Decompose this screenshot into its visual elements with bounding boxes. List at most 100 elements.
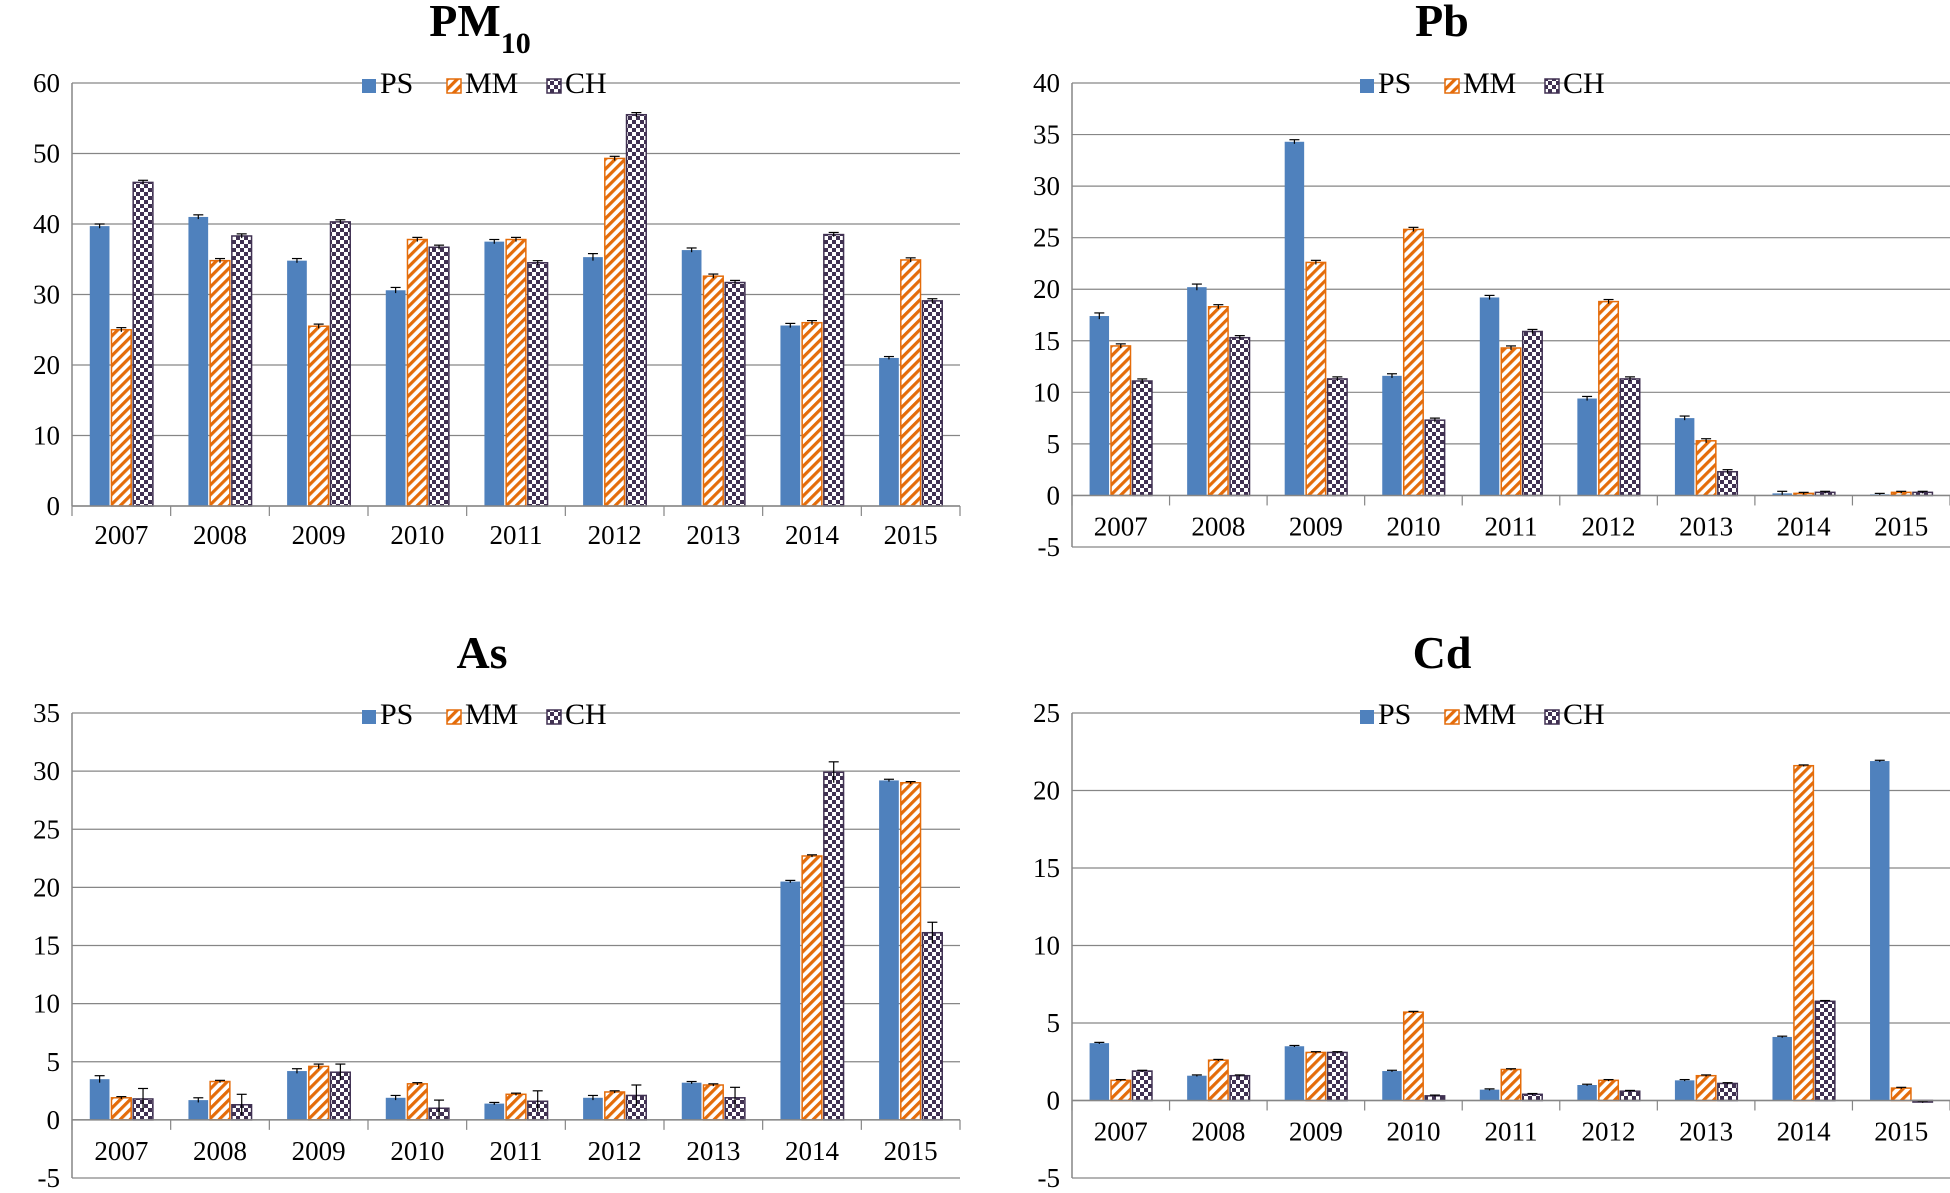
x-tick-label: 2007: [94, 520, 148, 550]
x-tick-label: 2009: [292, 1136, 346, 1166]
bar-mm-2013: [702, 275, 724, 507]
y-tick-label: 10: [33, 989, 60, 1019]
x-tick-label: 2015: [1874, 1117, 1928, 1147]
bar-mm-2007: [110, 329, 132, 507]
y-tick-label: 20: [1033, 274, 1060, 304]
y-tick-label: 0: [1047, 1086, 1061, 1116]
x-tick-label: 2014: [1777, 1117, 1832, 1147]
y-tick-label: -5: [38, 1163, 61, 1193]
bar-ps-2013: [681, 250, 702, 506]
y-tick-label: 20: [33, 350, 60, 380]
bar-ch-2011: [1521, 330, 1543, 497]
y-tick-label: 20: [1033, 776, 1060, 806]
bar-ch-2008: [1229, 336, 1251, 497]
bar-mm-2012: [1598, 300, 1620, 497]
y-tick-label: 50: [33, 139, 60, 169]
y-tick-label: 25: [1033, 223, 1060, 253]
bar-mm-2011: [1500, 1068, 1522, 1102]
y-tick-label: 25: [1033, 698, 1060, 728]
bar-ps-2010: [1382, 375, 1402, 496]
bar-mm-2011: [505, 238, 527, 507]
x-tick-label: 2011: [490, 1136, 543, 1166]
bar-ch-2007: [132, 181, 154, 507]
bar-mm-2010: [406, 238, 428, 507]
bar-mm-2008: [1207, 1059, 1229, 1102]
legend-swatch-ch: [546, 78, 562, 94]
bar-ps-2013: [681, 1082, 702, 1120]
chart-title: Pb: [1415, 0, 1469, 46]
bar-ch-2009: [1326, 1051, 1348, 1102]
bar-ch-2015: [921, 931, 943, 1121]
x-tick-label: 2012: [588, 520, 642, 550]
bar-ps-2007: [1089, 1043, 1110, 1101]
chart-legend: PS MM CH: [362, 698, 607, 731]
legend-label-ps: PS: [380, 67, 413, 100]
bar-ps-2012: [1577, 1085, 1597, 1101]
legend-label-ch: CH: [1563, 698, 1605, 731]
legend-label-ps: PS: [1378, 67, 1411, 100]
legend-swatch-ps: [362, 710, 376, 724]
x-tick-label: 2007: [1094, 1117, 1148, 1147]
legend-swatch-ch: [546, 709, 562, 725]
bar-ps-2014: [780, 325, 801, 506]
x-tick-label: 2012: [1582, 1117, 1636, 1147]
legend-swatch-mm: [1444, 78, 1460, 94]
plot-area: -5 0 5 10 15 20 25 2007 2008 2009 2010 2011 2012 2013…: [1033, 698, 1950, 1193]
bar-ch-2014: [1814, 1000, 1836, 1102]
bar-ch-2010: [428, 246, 450, 507]
y-tick-label: 40: [1033, 68, 1060, 98]
chart-title: Cd: [1413, 627, 1472, 678]
y-tick-label: 0: [47, 491, 61, 521]
bar-mm-2015: [1890, 1087, 1912, 1102]
legend-label-mm: MM: [1463, 67, 1516, 100]
bar-ps-2014: [780, 881, 801, 1120]
bar-mm-2010: [1402, 1011, 1424, 1102]
bar-ch-2013: [1717, 470, 1739, 497]
bar-mm-2012: [604, 157, 626, 507]
y-tick-label: -5: [1038, 532, 1061, 562]
bar-ch-2012: [625, 113, 647, 507]
bar-mm-2008: [1207, 306, 1229, 497]
bar-ch-2007: [1131, 380, 1153, 497]
legend-label-ch: CH: [1563, 67, 1605, 100]
bar-mm-2014: [801, 855, 823, 1121]
x-tick-label: 2011: [490, 520, 543, 550]
bar-ch-2014: [823, 233, 845, 507]
x-tick-label: 2015: [884, 1136, 938, 1166]
bar-ps-2008: [1187, 1075, 1207, 1101]
x-tick-label: 2008: [1191, 511, 1245, 541]
x-tick-label: 2013: [686, 520, 740, 550]
x-tick-label: 2008: [193, 520, 247, 550]
bar-ps-2008: [188, 216, 209, 506]
chart-title-main: PM: [429, 0, 501, 46]
y-tick-label: -5: [1038, 1163, 1061, 1193]
bar-ps-2010: [385, 1097, 406, 1120]
chart-panel-as: As -5 0 5 10 15 20 25 30 35 2007 2008 2009 2010 2011 2…: [33, 627, 961, 1193]
y-tick-label: 5: [1047, 1008, 1061, 1038]
bar-ps-2009: [287, 1071, 307, 1120]
x-tick-label: 2015: [884, 520, 938, 550]
bar-mm-2012: [604, 1091, 626, 1121]
bar-ps-2010: [385, 290, 406, 506]
bar-ch-2011: [527, 262, 549, 507]
bar-ps-2015: [879, 780, 899, 1120]
bar-ch-2012: [1619, 1090, 1641, 1102]
bar-mm-2007: [1110, 1079, 1132, 1102]
bar-ps-2008: [188, 1100, 209, 1120]
bar-mm-2008: [209, 1080, 231, 1121]
bar-ch-2013: [1717, 1082, 1739, 1102]
bar-ps-2013: [1674, 1080, 1695, 1101]
bar-ps-2011: [1479, 297, 1500, 496]
x-tick-label: 2009: [1289, 511, 1343, 541]
bar-ps-2012: [583, 1097, 603, 1120]
bar-mm-2013: [1695, 1074, 1717, 1102]
bar-ch-2009: [1326, 378, 1348, 497]
bar-ch-2013: [724, 281, 746, 507]
legend-swatch-ps: [1360, 79, 1374, 93]
bar-mm-2015: [900, 782, 922, 1121]
chart-legend: PS MM CH: [1360, 67, 1605, 100]
x-tick-label: 2013: [686, 1136, 740, 1166]
y-tick-label: 35: [1033, 120, 1060, 150]
bar-ps-2011: [1479, 1089, 1500, 1101]
